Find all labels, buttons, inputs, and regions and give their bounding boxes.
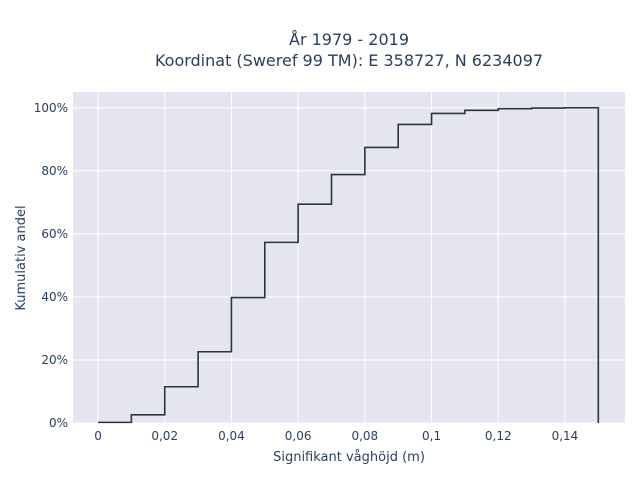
cumulative-step-line bbox=[98, 106, 600, 424]
x-tick-label: 0,1 bbox=[422, 429, 441, 443]
x-tick-label: 0 bbox=[94, 429, 102, 443]
x-tick-labels: 0 0,02 0,04 0,06 0,08 0,1 0,12 0,14 bbox=[94, 429, 578, 443]
y-tick-label: 40% bbox=[41, 290, 68, 304]
x-tick-label: 0,04 bbox=[218, 429, 245, 443]
x-tick-label: 0,02 bbox=[151, 429, 178, 443]
y-tick-label: 60% bbox=[41, 227, 68, 241]
plot-area bbox=[73, 92, 625, 423]
chart-title-line-1: År 1979 - 2019 bbox=[289, 30, 409, 49]
x-tick-label: 0,08 bbox=[351, 429, 378, 443]
y-tick-label: 80% bbox=[41, 164, 68, 178]
y-tick-labels: 0% 20% 40% 60% 80% 100% bbox=[34, 101, 68, 430]
x-tick-label: 0,12 bbox=[485, 429, 512, 443]
y-tick-label: 0% bbox=[49, 416, 68, 430]
chart-title-line-2: Koordinat (Sweref 99 TM): E 358727, N 62… bbox=[155, 51, 543, 70]
x-tick-label: 0,14 bbox=[552, 429, 579, 443]
y-axis-title: Kumulativ andel bbox=[14, 205, 29, 310]
y-tick-label: 100% bbox=[34, 101, 68, 115]
x-axis-title: Signifikant våghöjd (m) bbox=[273, 450, 425, 465]
x-tick-label: 0,06 bbox=[285, 429, 312, 443]
y-tick-label: 20% bbox=[41, 353, 68, 367]
